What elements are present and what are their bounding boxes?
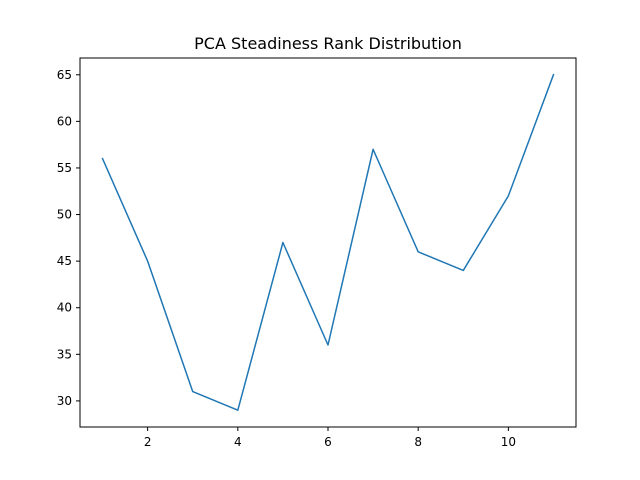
x-tick-label: 10: [501, 435, 516, 449]
x-tick-label: 2: [144, 435, 152, 449]
y-tick-label: 50: [57, 208, 72, 222]
y-tick-label: 65: [57, 68, 72, 82]
x-tick-label: 6: [324, 435, 332, 449]
chart-title: PCA Steadiness Rank Distribution: [194, 34, 462, 53]
y-tick-label: 60: [57, 114, 72, 128]
x-tick-label: 4: [234, 435, 242, 449]
x-tick-label: 8: [414, 435, 422, 449]
y-tick-label: 40: [57, 301, 72, 315]
y-tick-label: 45: [57, 254, 72, 268]
plot-area: 2 4 6 8 10 30 35 40 45 50 55 60 65: [57, 68, 555, 449]
axes-frame: [79, 57, 577, 428]
y-tick-label: 30: [57, 394, 72, 408]
series-line: [101, 73, 555, 411]
y-tick-label: 35: [57, 347, 72, 361]
y-tick-label: 55: [57, 161, 72, 175]
